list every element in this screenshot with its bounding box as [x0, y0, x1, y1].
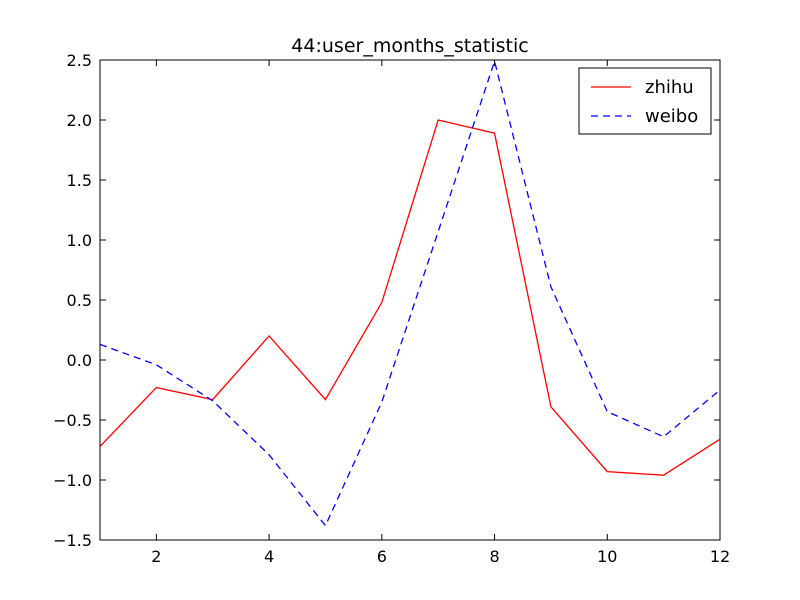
plot-area: [99, 59, 721, 541]
x-tick-label: 6: [377, 547, 387, 566]
series-layer: [100, 60, 720, 527]
y-tick-label: 2.5: [67, 51, 92, 70]
y-tick-label: −1.0: [53, 471, 92, 490]
plot-frame: [99, 59, 721, 541]
x-tick-label: 2: [151, 547, 161, 566]
y-tick-label: 0.0: [67, 351, 92, 370]
chart-title: 44:user_months_statistic: [291, 35, 528, 57]
y-axis: −1.5 −1.0 −0.5 0.0 0.5 1.0 1.5 2.0 2.5: [53, 51, 720, 550]
y-tick-label: 1.5: [67, 171, 92, 190]
series-line-weibo: [100, 60, 720, 527]
legend-box: [578, 67, 712, 135]
x-axis: 2 4 6 8 10 12: [151, 60, 730, 566]
y-tick-label: 1.0: [67, 231, 92, 250]
y-tick-label: −1.5: [53, 531, 92, 550]
x-tick-label: 10: [597, 547, 617, 566]
legend-label-zhihu: zhihu: [645, 77, 694, 98]
y-tick-label: −0.5: [53, 411, 92, 430]
series-line-zhihu: [100, 119, 720, 476]
x-tick-label: 4: [264, 547, 274, 566]
x-tick-label: 8: [489, 547, 499, 566]
legend: zhihu weibo: [578, 67, 712, 135]
y-tick-label: 0.5: [67, 291, 92, 310]
y-tick-label: 2.0: [67, 111, 92, 130]
legend-label-weibo: weibo: [645, 106, 698, 127]
x-tick-label: 12: [710, 547, 730, 566]
